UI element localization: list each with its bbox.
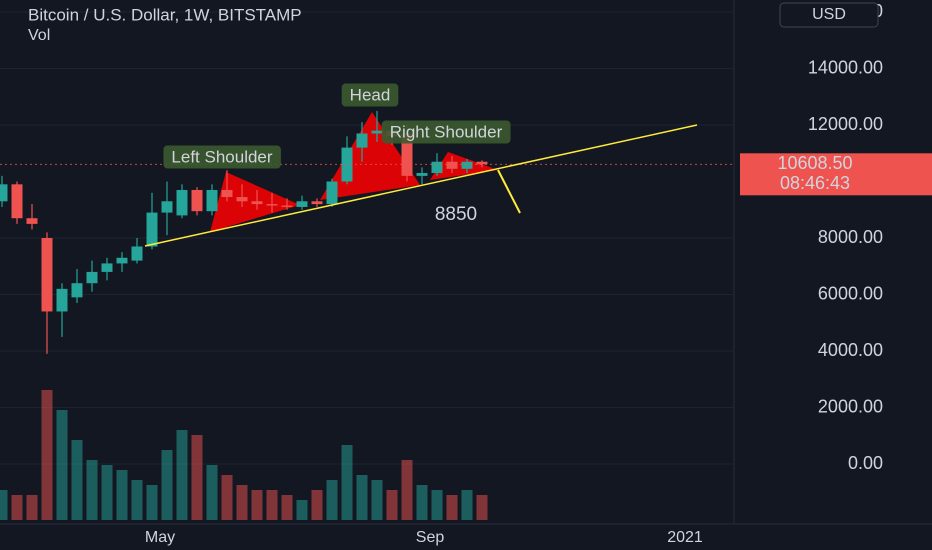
candle-body xyxy=(191,189,203,212)
volume-bar xyxy=(161,450,173,520)
candle-body xyxy=(221,189,233,198)
y-tick-label: 14000.00 xyxy=(808,57,883,77)
candle-body xyxy=(416,173,428,176)
candle-body xyxy=(176,189,188,216)
chart-title: Bitcoin / U.S. Dollar, 1W, BITSTAMP xyxy=(28,5,302,24)
last-price-box xyxy=(740,153,932,196)
volume-bar xyxy=(206,465,218,520)
target-label: 8850 xyxy=(435,204,477,225)
volume-bar xyxy=(296,500,308,520)
volume-label: Vol xyxy=(28,27,50,44)
volume-bar xyxy=(446,495,458,520)
candle-body xyxy=(311,201,323,205)
volume-bar xyxy=(326,480,338,520)
candle-body xyxy=(446,161,458,169)
annotation-box xyxy=(163,145,281,169)
candle-body xyxy=(56,288,68,312)
candle-body xyxy=(101,263,113,272)
candle-body xyxy=(71,283,83,298)
candle-body xyxy=(266,204,278,206)
x-tick-label: Sep xyxy=(416,529,445,546)
volume-bar xyxy=(116,470,128,520)
candle-body xyxy=(431,161,443,174)
volume-bar xyxy=(191,435,203,520)
candle-body xyxy=(401,133,413,176)
volume-bar xyxy=(461,490,473,520)
volume-bar xyxy=(401,460,413,520)
candle-body xyxy=(281,205,293,207)
candle-body xyxy=(251,201,263,205)
volume-bar xyxy=(371,480,383,520)
y-tick-label: 0.00 xyxy=(848,453,883,473)
annotation-label: Head xyxy=(350,85,391,104)
volume-bar xyxy=(221,475,233,520)
candle-body xyxy=(41,238,53,312)
volume-bar xyxy=(341,445,353,520)
candle-body xyxy=(461,161,473,169)
candle-body xyxy=(296,201,308,207)
candle-body xyxy=(371,130,383,134)
volume-pane xyxy=(0,390,488,520)
y-tick-label: 6000.00 xyxy=(818,283,883,303)
volume-bar xyxy=(41,390,53,520)
currency-button[interactable] xyxy=(779,2,879,28)
volume-bar xyxy=(281,495,293,520)
currency[interactable]: USD xyxy=(812,6,846,23)
candle-body xyxy=(161,201,173,213)
candle-body xyxy=(86,271,98,284)
candle-body xyxy=(0,184,8,202)
volume-bar xyxy=(176,430,188,520)
candle-body xyxy=(236,197,248,202)
target-line xyxy=(497,169,521,214)
candle-body xyxy=(476,161,488,165)
volume-bar xyxy=(56,410,68,520)
neckline xyxy=(144,124,698,247)
volume-bar xyxy=(26,495,38,520)
volume-bar xyxy=(476,495,488,520)
volume-bar xyxy=(0,490,8,520)
volume-bar xyxy=(356,475,368,520)
y-tick-label: 12000.00 xyxy=(808,114,883,134)
annotation-box xyxy=(341,83,399,107)
candle-body xyxy=(131,246,143,261)
y-tick-label: 8000.00 xyxy=(818,227,883,247)
candle-body xyxy=(116,257,128,264)
candle-body xyxy=(356,133,368,148)
volume-bar xyxy=(431,490,443,520)
x-tick-label: 2021 xyxy=(667,529,703,546)
volume-bar xyxy=(266,490,278,520)
volume-bar xyxy=(101,465,113,520)
volume-bar xyxy=(236,485,248,520)
last-price-label: 10608.50 xyxy=(777,153,852,173)
volume-bar xyxy=(86,460,98,520)
y-tick-label: 4000.00 xyxy=(818,340,883,360)
volume-bar xyxy=(146,485,158,520)
volume-bar xyxy=(386,490,398,520)
volume-bar xyxy=(131,480,143,520)
volume-bar xyxy=(416,485,428,520)
candle-body xyxy=(326,181,338,205)
x-tick-label: May xyxy=(145,529,175,546)
candle-body xyxy=(206,189,218,212)
volume-bar xyxy=(251,490,263,520)
candle-body xyxy=(11,184,23,219)
trendlines xyxy=(144,124,698,247)
volume-bar xyxy=(11,495,23,520)
countdown: 08:46:43 xyxy=(780,173,850,193)
volume-bar xyxy=(311,490,323,520)
candle-body xyxy=(146,212,158,247)
volume-bar xyxy=(71,440,83,520)
annotation-label: Left Shoulder xyxy=(171,147,272,166)
annotation-label: Right Shoulder xyxy=(390,122,503,141)
annotation-box xyxy=(381,120,511,144)
y-tick-label: 2000.00 xyxy=(818,396,883,416)
annotations: Left Shoulder Head Right Shoulder 8850 xyxy=(163,83,511,225)
candle-body xyxy=(26,218,38,224)
